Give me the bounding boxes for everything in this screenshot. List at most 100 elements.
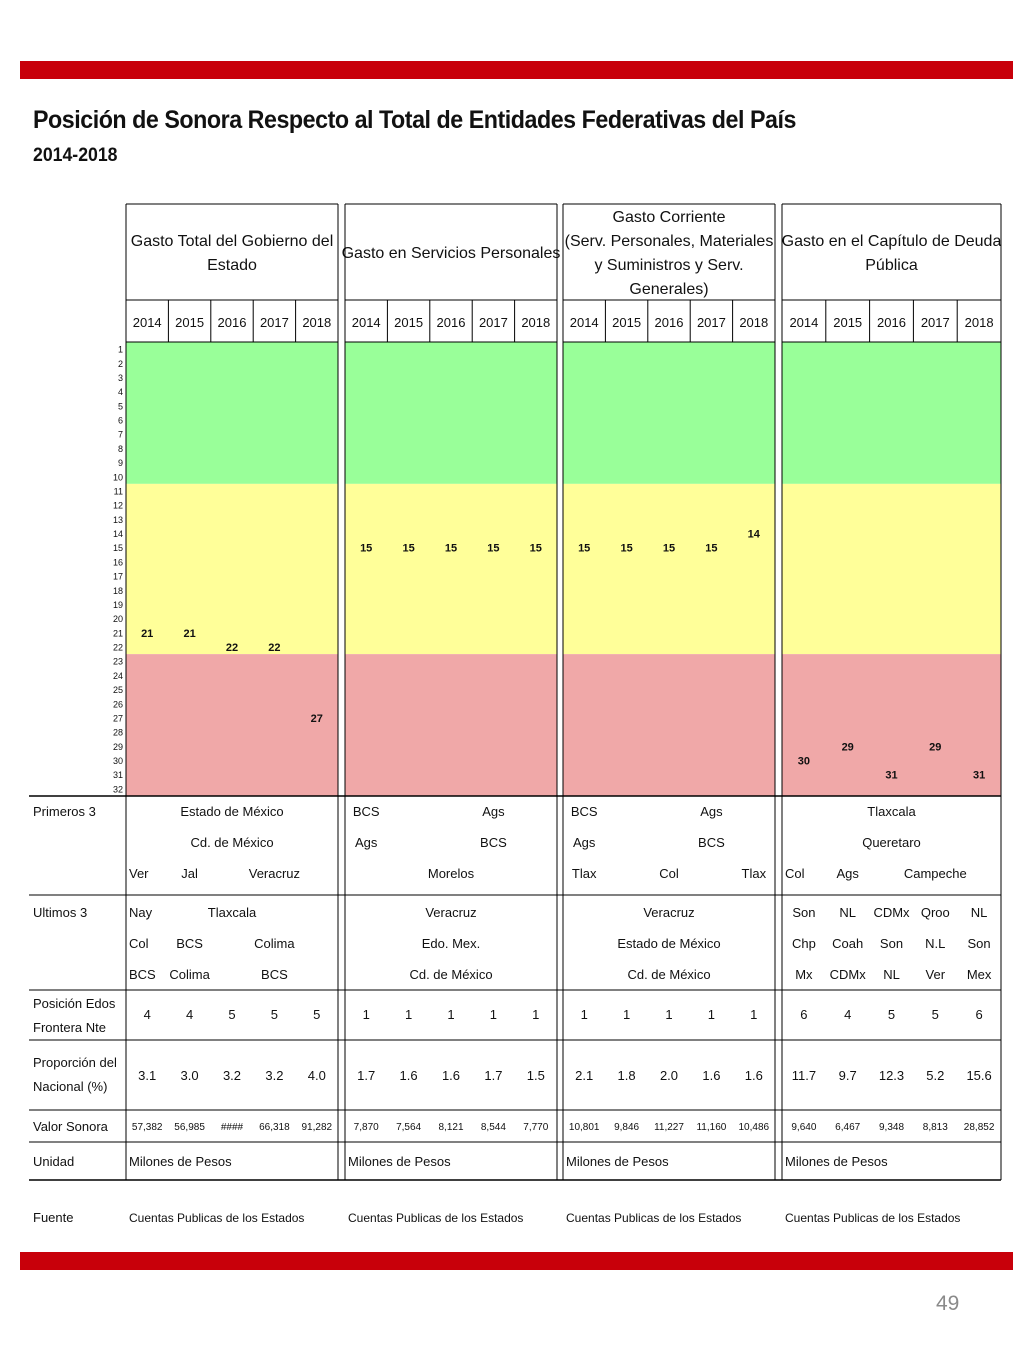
rank-band [563, 654, 775, 796]
rank-axis-label: 7 [118, 430, 123, 440]
rank-axis-label: 9 [118, 458, 123, 468]
frontera-value: 1 [665, 1007, 672, 1022]
rank-axis-label: 13 [113, 515, 123, 525]
rank-axis-label: 8 [118, 444, 123, 454]
primeros-entity: BCS [353, 804, 380, 819]
proporcion-value: 15.6 [966, 1068, 991, 1083]
year-label: 2016 [655, 315, 684, 330]
rank-band [126, 342, 338, 484]
year-label: 2018 [521, 315, 550, 330]
rank-axis-label: 27 [113, 713, 123, 723]
frontera-value: 1 [750, 1007, 757, 1022]
valor-value: 8,813 [923, 1122, 948, 1133]
proporcion-value: 4.0 [308, 1068, 326, 1083]
ultimos-entity: Estado de México [617, 936, 720, 951]
ultimos-entity: Colima [254, 936, 295, 951]
proporcion-value: 1.7 [357, 1068, 375, 1083]
rank-axis-label: 12 [113, 501, 123, 511]
ultimos-entity: BCS [129, 967, 156, 982]
primeros-entity: BCS [571, 804, 598, 819]
ultimos-entity: Cd. de México [409, 967, 492, 982]
primeros-entity: Tlax [742, 866, 767, 881]
ultimos-entity: Qroo [921, 905, 950, 920]
ultimos-entity: Son [968, 936, 991, 951]
proporcion-value: 2.1 [575, 1068, 593, 1083]
row-label-proporcion: Nacional (%) [33, 1079, 107, 1094]
primeros-entity: BCS [698, 835, 725, 850]
frontera-value: 1 [623, 1007, 630, 1022]
ultimos-entity: Cd. de México [627, 967, 710, 982]
primeros-entity: Veracruz [249, 866, 300, 881]
rank-axis-label: 4 [118, 387, 123, 397]
row-label-ultimos: Ultimos 3 [33, 905, 87, 920]
rank-axis-label: 2 [118, 359, 123, 369]
rank-value: 31 [885, 770, 897, 782]
primeros-entity: Estado de México [180, 804, 283, 819]
page-number: 49 [936, 1292, 960, 1315]
year-label: 2014 [789, 315, 818, 330]
year-label: 2018 [739, 315, 768, 330]
frontera-value: 5 [228, 1007, 235, 1022]
ultimos-entity: NL [971, 905, 988, 920]
frontera-value: 4 [144, 1007, 151, 1022]
section-header: (Serv. Personales, Materiales [565, 233, 774, 250]
year-label: 2018 [302, 315, 331, 330]
rank-axis-label: 15 [113, 543, 123, 553]
frontera-value: 1 [363, 1007, 370, 1022]
ultimos-entity: N.L [925, 936, 945, 951]
primeros-entity: Morelos [428, 866, 475, 881]
year-label: 2017 [697, 315, 726, 330]
valor-value: 8,121 [438, 1122, 463, 1133]
rank-axis-label: 14 [113, 529, 123, 539]
year-label: 2016 [877, 315, 906, 330]
valor-value: #### [221, 1122, 244, 1133]
proporcion-value: 1.6 [702, 1068, 720, 1083]
frontera-value: 4 [844, 1007, 851, 1022]
rank-axis-label: 16 [113, 557, 123, 567]
rank-axis-label: 11 [114, 486, 123, 496]
frontera-value: 1 [708, 1007, 715, 1022]
rank-value: 15 [663, 543, 675, 555]
rank-value: 21 [141, 628, 153, 640]
page-title: Posición de Sonora Respecto al Total de … [33, 106, 796, 134]
ultimos-entity: NL [839, 905, 856, 920]
primeros-entity: Tlaxcala [867, 804, 916, 819]
ultimos-entity: CDMx [830, 967, 867, 982]
valor-value: 7,770 [523, 1122, 548, 1133]
rank-axis-label: 5 [118, 401, 123, 411]
unidad-value: Milones de Pesos [348, 1154, 451, 1169]
ultimos-entity: Ver [926, 967, 946, 982]
rank-value: 27 [311, 713, 323, 725]
frontera-value: 6 [800, 1007, 807, 1022]
valor-value: 7,564 [396, 1122, 421, 1133]
valor-value: 8,544 [481, 1122, 506, 1133]
rank-value: 21 [183, 628, 195, 640]
year-label: 2017 [260, 315, 289, 330]
year-label: 2014 [133, 315, 162, 330]
valor-value: 66,318 [259, 1122, 290, 1133]
rank-axis-label: 28 [113, 728, 123, 738]
year-label: 2014 [570, 315, 599, 330]
valor-value: 11,227 [654, 1122, 684, 1133]
unidad-value: Milones de Pesos [785, 1154, 888, 1169]
primeros-entity: Ags [355, 835, 378, 850]
primeros-entity: Ags [836, 866, 859, 881]
rank-axis-label: 30 [113, 756, 123, 766]
valor-value: 10,801 [569, 1122, 600, 1133]
section-header: Pública [865, 257, 918, 274]
section-header: Gasto en Servicios Personales [342, 245, 561, 262]
proporcion-value: 3.1 [138, 1068, 156, 1083]
primeros-entity: Cd. de México [190, 835, 273, 850]
ultimos-entity: BCS [261, 967, 288, 982]
rank-axis-label: 23 [113, 657, 123, 667]
primeros-entity: Queretaro [862, 835, 921, 850]
rank-axis-label: 20 [113, 614, 123, 624]
rank-band [563, 483, 775, 655]
valor-value: 57,382 [132, 1122, 163, 1133]
unidad-value: Milones de Pesos [566, 1154, 669, 1169]
rank-value: 15 [445, 543, 457, 555]
year-label: 2015 [612, 315, 641, 330]
valor-value: 28,852 [964, 1122, 995, 1133]
valor-value: 6,467 [835, 1122, 860, 1133]
